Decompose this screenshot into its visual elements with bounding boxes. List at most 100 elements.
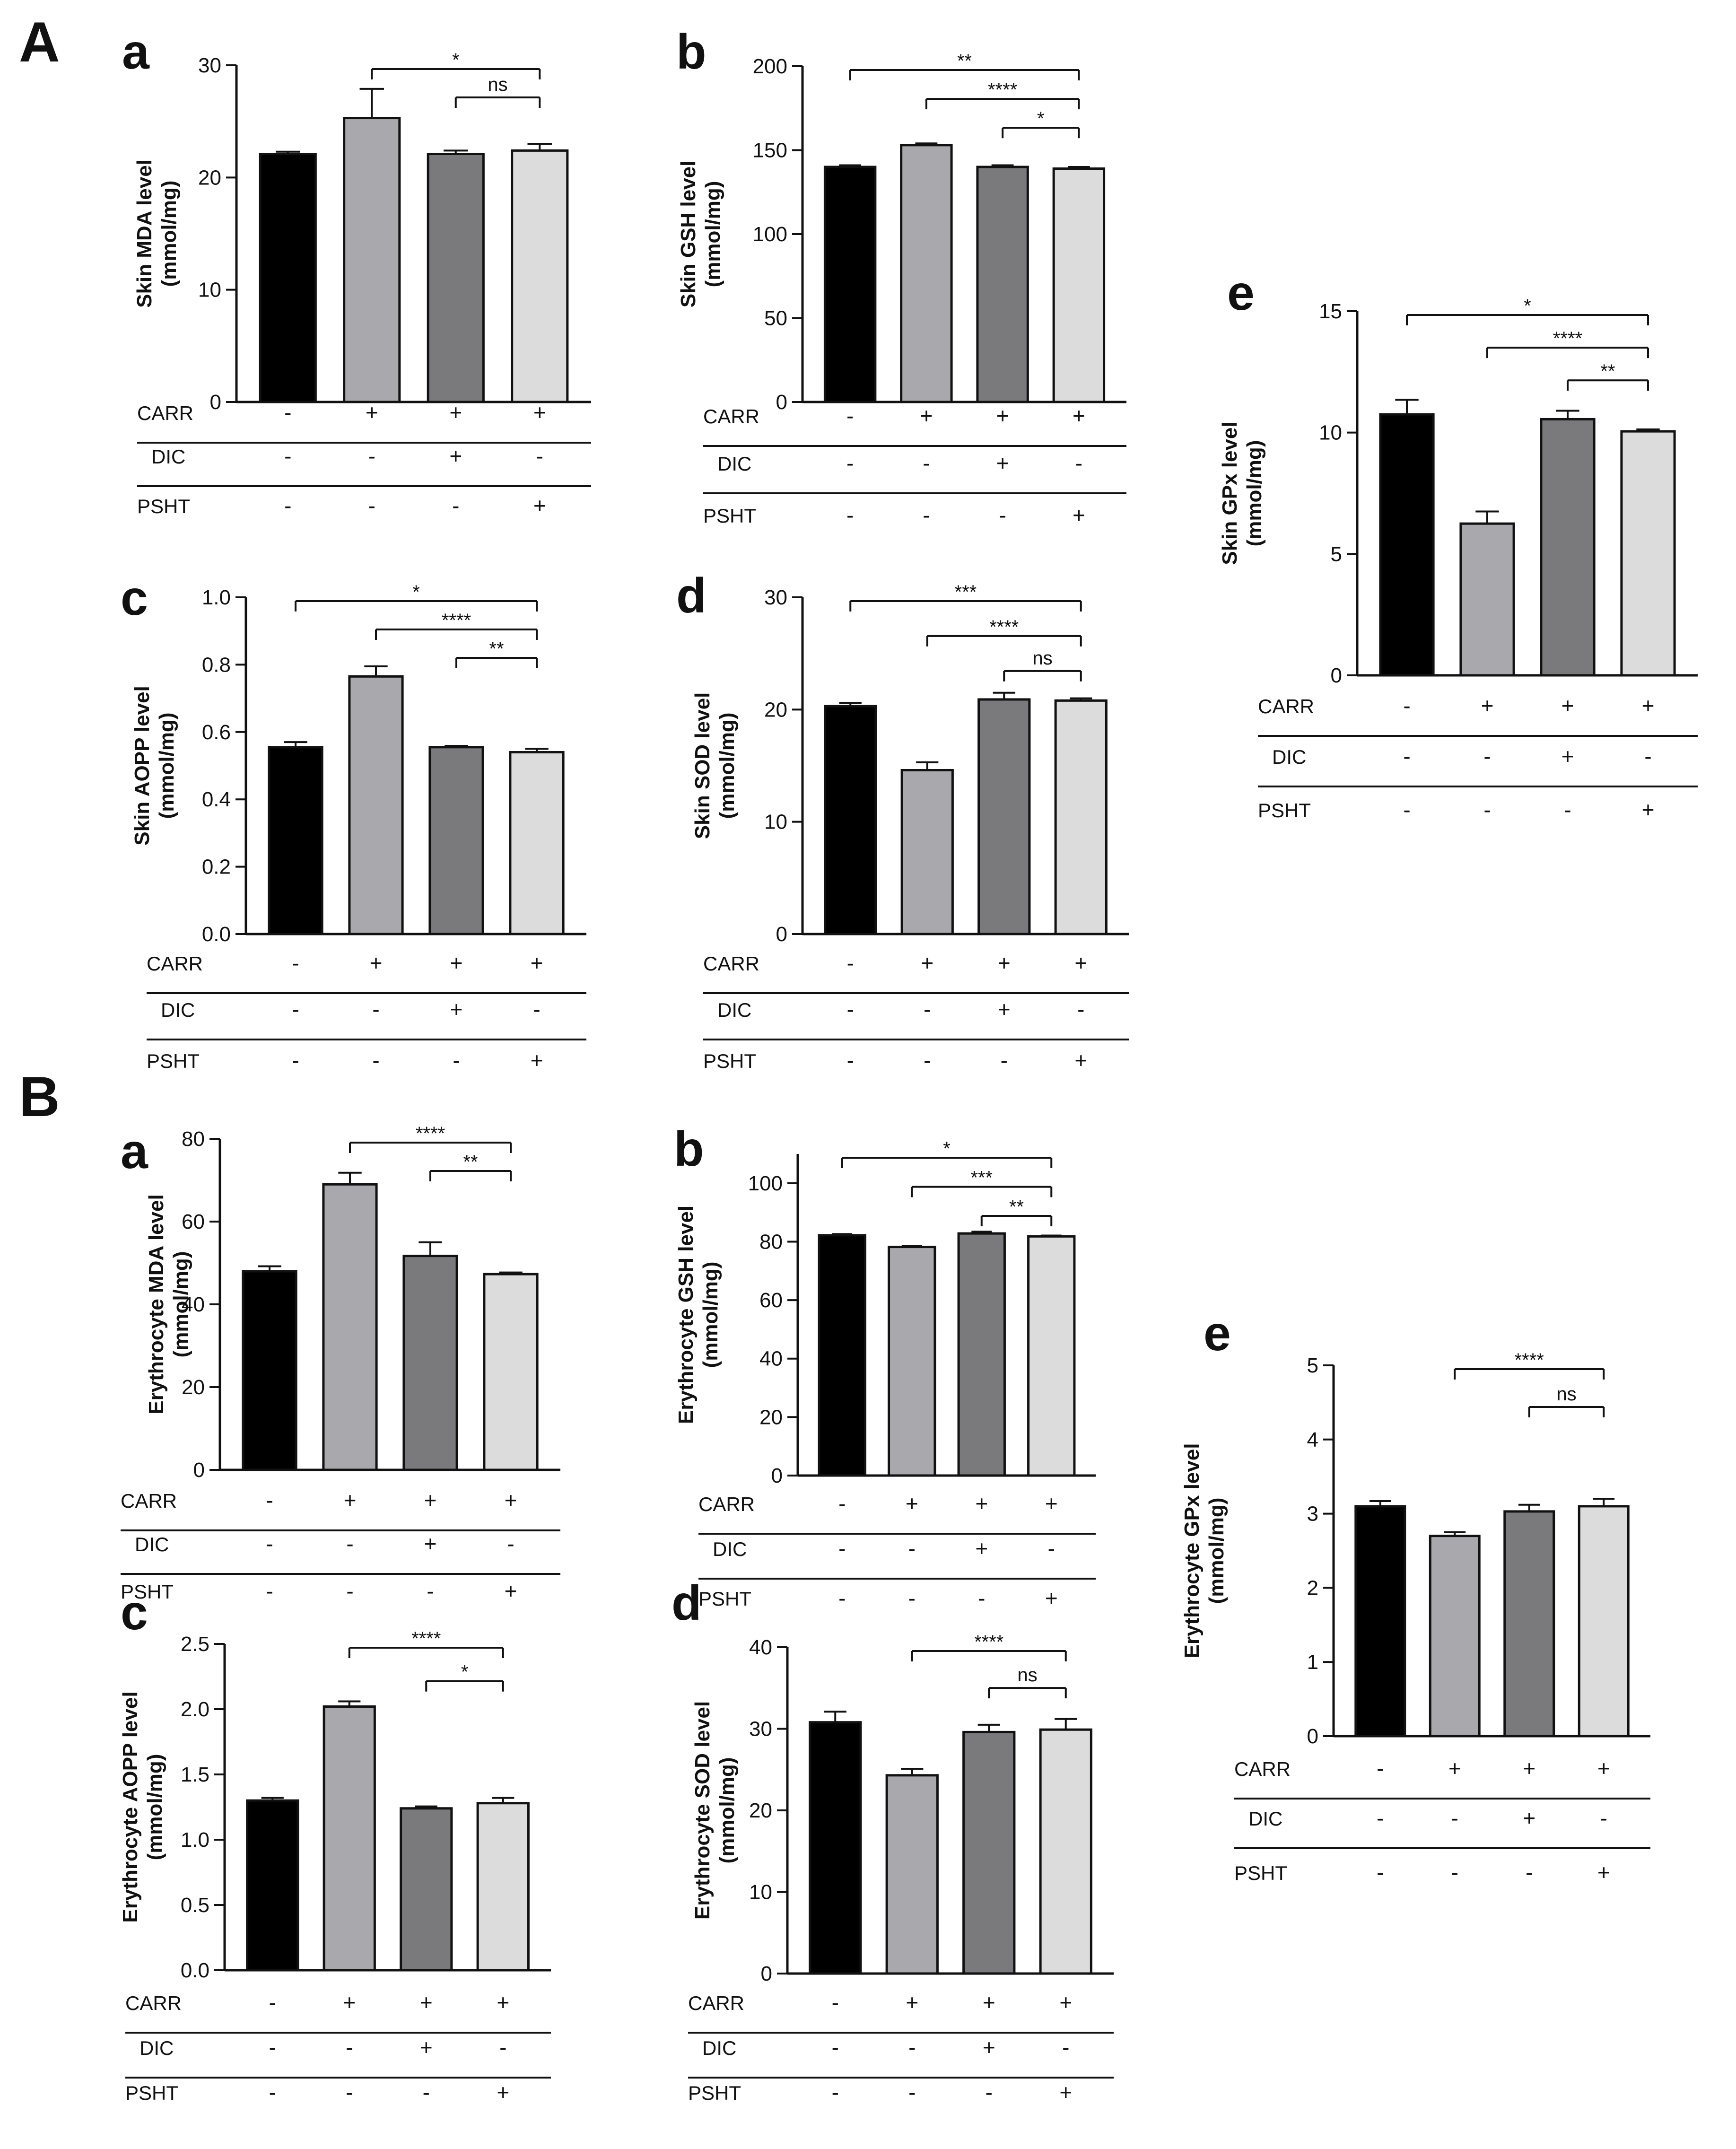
treatment-sign: -: [908, 2035, 916, 2060]
treatment-sign: +: [1523, 1756, 1535, 1781]
y-tick-label: 80: [182, 1127, 205, 1151]
y-tick-label: 40: [749, 1636, 772, 1659]
y-tick-label: 0.2: [202, 856, 231, 879]
treatment-sign: -: [266, 1579, 273, 1603]
panel-sublabel-B-c: c: [121, 1585, 148, 1640]
panel-sublabel-A-b: b: [676, 25, 707, 79]
treatment-sign: +: [420, 1990, 433, 2015]
treatment-sign: +: [370, 951, 383, 975]
treatment-sign: -: [924, 1048, 931, 1073]
treatment-sign: -: [266, 1531, 273, 1556]
significance-label: ***: [970, 1167, 993, 1188]
treatment-sign: -: [452, 493, 459, 518]
y-tick-label: 4: [1307, 1428, 1318, 1451]
treatment-sign: -: [1075, 451, 1082, 475]
y-axis-title: Skin AOPP level: [131, 686, 154, 846]
treatment-sign: +: [531, 951, 543, 975]
treatment-row-label: CARR: [147, 952, 203, 975]
y-axis-title: Erythrocyte AOPP level: [119, 1691, 142, 1922]
bar: [476, 1802, 530, 1972]
significance-label: ****: [1553, 328, 1582, 349]
significance-label: *: [1037, 108, 1045, 129]
panel-letter-B: B: [19, 1065, 60, 1128]
bar: [1354, 1505, 1406, 1738]
y-tick-label: 1.0: [181, 1828, 209, 1852]
treatment-row-label: PSHT: [703, 1050, 756, 1072]
treatment-sign: -: [832, 2080, 839, 2105]
treatment-sign: +: [424, 1488, 437, 1512]
treatment-sign: +: [996, 403, 1009, 428]
treatment-row-label: PSHT: [698, 1588, 751, 1610]
treatment-sign: +: [1074, 1048, 1087, 1073]
treatment-sign: +: [449, 400, 462, 425]
bar: [885, 1774, 939, 1975]
treatment-row-label: DIC: [1248, 1808, 1282, 1830]
chart-A-c: c 0.0 0.2 0.4 0.6 0.8 1.0 Skin AOPP level (mmol/…: [121, 571, 586, 1073]
treatment-sign: -: [453, 1048, 460, 1073]
treatment-sign: -: [1483, 744, 1491, 769]
treatment-row-label: PSHT: [1258, 799, 1311, 821]
treatment-sign: +: [1523, 1806, 1535, 1830]
treatment-sign: -: [1644, 744, 1651, 769]
bar: [976, 166, 1029, 403]
y-tick-label: 0.0: [181, 1959, 209, 1982]
bar: [400, 1807, 453, 1972]
bar: [509, 751, 565, 935]
bar: [268, 746, 323, 935]
y-axis-unit: (mmol/mg): [701, 181, 724, 288]
significance-label: ***: [955, 582, 977, 603]
y-tick-label: 100: [753, 223, 787, 246]
treatment-sign: +: [1642, 693, 1655, 718]
y-tick-label: 5: [1331, 542, 1342, 566]
treatment-row-label: PSHT: [1234, 1862, 1287, 1884]
y-axis-title: Erythrocyte SOD level: [691, 1701, 714, 1920]
treatment-sign: -: [832, 2035, 839, 2060]
y-tick-label: 40: [182, 1293, 205, 1316]
y-tick-label: 150: [753, 139, 787, 162]
y-tick-label: 0.0: [202, 923, 231, 946]
treatment-sign: +: [420, 2035, 433, 2060]
bar: [323, 1705, 376, 1972]
bar: [428, 746, 484, 935]
y-tick-label: 30: [764, 586, 787, 609]
treatment-row-label: PSHT: [137, 495, 190, 517]
significance-label: ****: [1515, 1350, 1544, 1371]
treatment-sign: +: [1073, 503, 1085, 527]
treatment-sign: -: [1001, 1048, 1008, 1073]
treatment-row-label: DIC: [140, 2037, 174, 2059]
y-tick-label: 60: [759, 1289, 783, 1312]
treatment-sign: +: [998, 997, 1011, 1022]
treatment-sign: +: [921, 951, 933, 975]
significance-label: ****: [411, 1628, 441, 1649]
y-tick-label: 20: [764, 698, 787, 721]
treatment-sign: -: [292, 997, 299, 1022]
chart-B-d: d 0 10 20 30 40 Erythrocyte SOD level (mmol/mg)…: [672, 1576, 1114, 2105]
y-tick-label: 15: [1319, 300, 1342, 323]
treatment-sign: +: [1059, 2080, 1072, 2105]
y-tick-label: 0.8: [202, 653, 231, 676]
treatment-sign: -: [1048, 1536, 1055, 1561]
treatment-sign: -: [999, 503, 1006, 527]
bar: [1503, 1510, 1555, 1738]
treatment-sign: -: [346, 2035, 353, 2060]
treatment-sign: -: [923, 503, 930, 527]
panel-sublabel-B-e: e: [1204, 1306, 1231, 1361]
treatment-sign: -: [847, 951, 854, 975]
treatment-sign: -: [846, 503, 854, 527]
treatment-sign: +: [906, 1990, 918, 2015]
bar: [1054, 699, 1108, 935]
treatment-row-label: CARR: [1258, 695, 1314, 717]
y-tick-label: 0.4: [202, 788, 231, 811]
treatment-sign: -: [269, 2080, 276, 2105]
treatment-sign: -: [266, 1488, 273, 1512]
y-tick-label: 60: [182, 1210, 205, 1233]
treatment-sign: +: [449, 444, 462, 468]
bar: [1027, 1235, 1076, 1477]
treatment-row-label: DIC: [717, 453, 751, 475]
treatment-sign: +: [1597, 1860, 1610, 1885]
y-axis-unit: (mmol/mg): [715, 1757, 739, 1864]
treatment-sign: +: [1045, 1491, 1058, 1516]
treatment-sign: -: [1403, 744, 1410, 769]
